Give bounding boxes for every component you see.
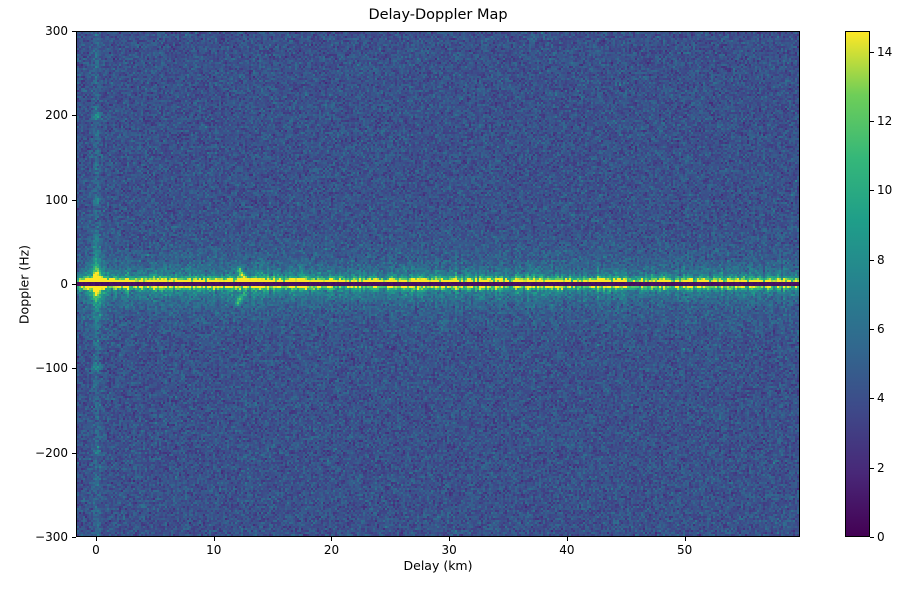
x-tick-label: 40 bbox=[559, 543, 575, 557]
y-tick-label: −300 bbox=[35, 530, 68, 544]
colorbar-tick-label: 0 bbox=[877, 530, 885, 544]
x-tick-mark bbox=[566, 537, 568, 541]
colorbar-tick-label: 2 bbox=[877, 460, 885, 475]
y-tick-label: −100 bbox=[35, 361, 68, 376]
colorbar-tick-mark bbox=[870, 329, 874, 331]
colorbar-gradient bbox=[846, 32, 869, 536]
colorbar-tick-mark bbox=[870, 537, 874, 538]
plot-area bbox=[76, 31, 800, 537]
x-tick-mark bbox=[213, 537, 215, 541]
chart-title: Delay-Doppler Map bbox=[368, 7, 508, 23]
y-tick-label: 200 bbox=[45, 108, 68, 123]
x-tick-mark bbox=[684, 537, 686, 541]
x-tick-label: 50 bbox=[676, 543, 693, 557]
y-tick-mark bbox=[72, 199, 76, 201]
colorbar-tick-label: 14 bbox=[877, 44, 893, 59]
colorbar-tick-mark bbox=[870, 51, 874, 53]
x-tick-mark bbox=[96, 537, 97, 541]
y-tick-label: −200 bbox=[35, 445, 68, 460]
colorbar-tick-label: 12 bbox=[877, 114, 893, 129]
y-tick-mark bbox=[72, 284, 76, 285]
y-tick-label: 300 bbox=[45, 24, 68, 38]
x-tick-label: 20 bbox=[323, 543, 340, 557]
y-tick-mark bbox=[72, 368, 76, 370]
x-tick-label: 0 bbox=[92, 543, 100, 557]
colorbar-tick-label: 4 bbox=[877, 391, 885, 406]
y-tick-mark bbox=[72, 31, 76, 32]
colorbar-tick-mark bbox=[870, 190, 874, 192]
colorbar-tick-mark bbox=[870, 121, 874, 123]
x-tick-label: 30 bbox=[441, 543, 457, 557]
y-tick-mark bbox=[72, 452, 76, 454]
x-axis-label: Delay (km) bbox=[403, 558, 473, 573]
colorbar-tick-mark bbox=[870, 259, 874, 261]
x-tick-label: 10 bbox=[206, 543, 222, 557]
y-tick-mark bbox=[72, 537, 76, 538]
colorbar-tick-label: 10 bbox=[877, 183, 893, 198]
colorbar-tick-label: 6 bbox=[877, 322, 885, 337]
colorbar-tick-mark bbox=[870, 467, 874, 469]
y-tick-label: 100 bbox=[45, 192, 68, 207]
x-tick-mark bbox=[331, 537, 333, 541]
y-tick-mark bbox=[72, 115, 76, 117]
x-tick-mark bbox=[449, 537, 451, 541]
colorbar-tick-label: 8 bbox=[877, 252, 885, 267]
y-tick-label: 0 bbox=[60, 277, 68, 291]
y-axis-label: Doppler (Hz) bbox=[16, 244, 32, 325]
colorbar bbox=[845, 31, 870, 537]
heatmap-canvas bbox=[77, 32, 799, 536]
colorbar-tick-mark bbox=[870, 398, 874, 400]
